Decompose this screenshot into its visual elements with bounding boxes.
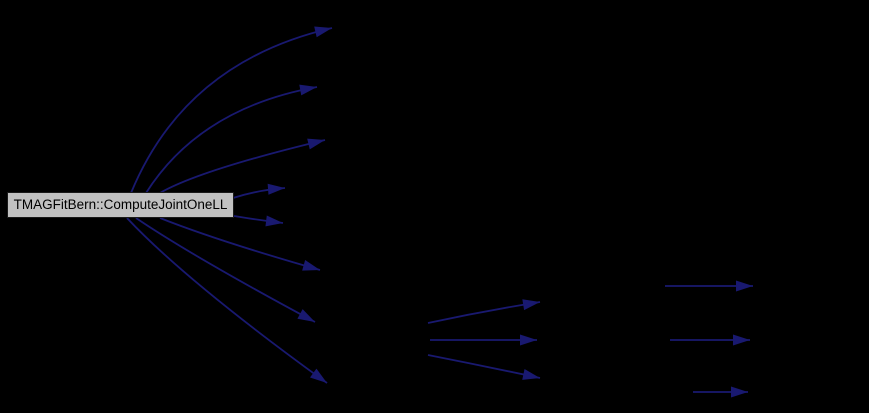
node-tmagfitbern-computejointonell[interactable]: TMAGFitBern::ComputeJointOneLL bbox=[7, 192, 234, 218]
edge-mid-3 bbox=[427, 354, 541, 380]
edge-mid-1 bbox=[427, 299, 541, 324]
edge-main-8 bbox=[126, 217, 328, 384]
edge-main-3 bbox=[159, 138, 326, 194]
node-label: TMAGFitBern::ComputeJointOneLL bbox=[13, 197, 228, 213]
edge-main-5 bbox=[233, 215, 284, 227]
edge-main-4 bbox=[232, 183, 286, 199]
edge-main-6 bbox=[159, 217, 321, 271]
edge-main-1 bbox=[130, 26, 333, 194]
edge-main-2 bbox=[145, 84, 318, 194]
edge-main-7 bbox=[135, 217, 316, 323]
